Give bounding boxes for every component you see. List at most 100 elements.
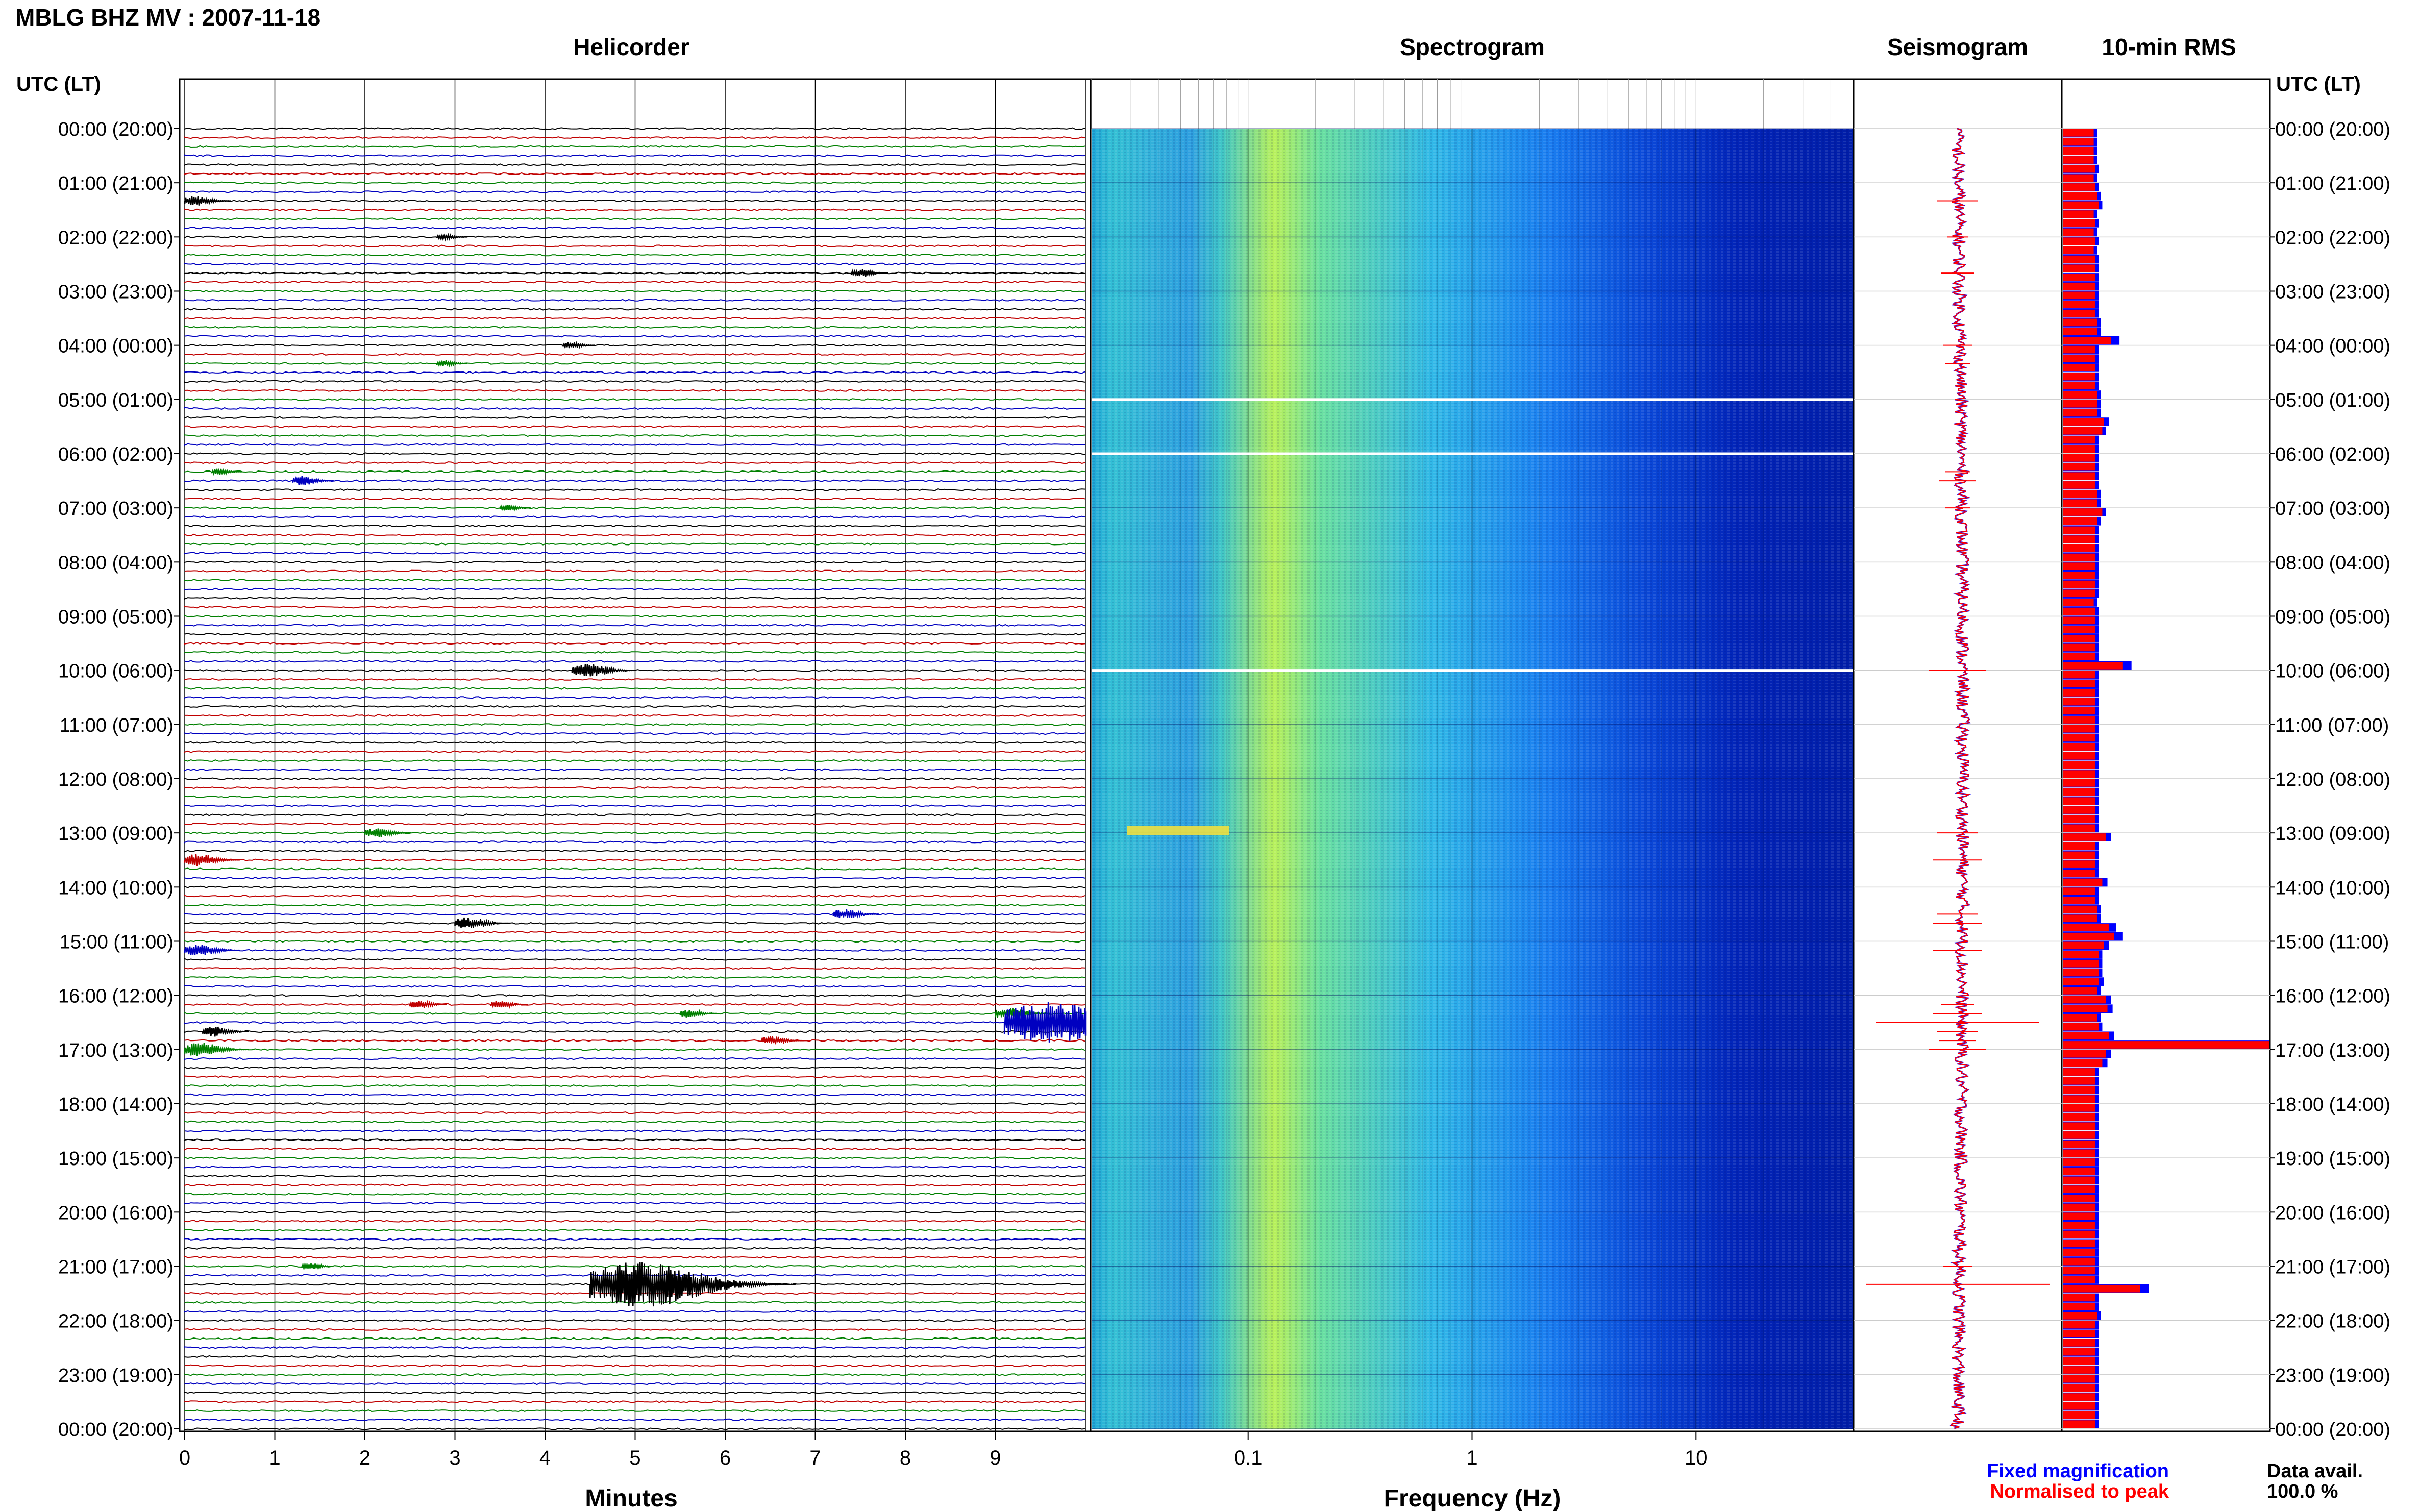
helicorder-trace xyxy=(184,633,1085,636)
rms-bar-normalised xyxy=(2063,364,2095,371)
rms-bar-normalised xyxy=(2063,914,2097,923)
rms-bar-normalised xyxy=(2063,851,2095,859)
helicorder-trace xyxy=(184,262,1085,266)
helicorder-trace xyxy=(184,1147,1085,1151)
helicorder-trace xyxy=(184,551,1085,555)
minutes-axis-label: Minutes xyxy=(585,1485,677,1512)
time-label-right: 23:00 (19:00) xyxy=(2275,1365,2390,1386)
rms-bar-normalised xyxy=(2063,878,2103,886)
rms-bar-normalised xyxy=(2063,743,2095,751)
rms-bar-normalised xyxy=(2063,1194,2095,1202)
rms-bar-normalised xyxy=(2063,580,2095,588)
rms-bar-normalised xyxy=(2063,761,2095,769)
rms-bar-normalised xyxy=(2063,255,2095,263)
rms-bar-normalised xyxy=(2063,1249,2095,1256)
helicorder-trace xyxy=(184,831,1085,834)
helicorder-trace xyxy=(184,939,1085,943)
helicorder-trace xyxy=(184,145,1085,148)
helicorder-trace xyxy=(184,344,1085,347)
time-label-right: 02:00 (22:00) xyxy=(2275,227,2390,249)
time-label-left: 20:00 (16:00) xyxy=(58,1202,174,1224)
minute-tick-label: 5 xyxy=(629,1447,640,1469)
helicorder-event xyxy=(184,1043,250,1056)
rms-bar-normalised xyxy=(2063,941,2104,950)
rms-bar-normalised xyxy=(2063,1393,2095,1401)
helicorder-trace xyxy=(184,985,1085,988)
rms-bar-normalised xyxy=(2063,1212,2095,1221)
helicorder-trace xyxy=(184,1364,1085,1367)
rms-bar-normalised xyxy=(2063,409,2097,417)
rms-bar-normalised xyxy=(2063,544,2095,552)
helicorder-trace xyxy=(184,154,1085,157)
rms-bar-normalised xyxy=(2063,824,2095,832)
rms-bar-normalised xyxy=(2063,887,2095,896)
helicorder-trace xyxy=(184,1418,1085,1421)
helicorder-event xyxy=(850,268,888,277)
rms-bar-normalised xyxy=(2063,499,2097,507)
helicorder-event xyxy=(436,232,468,242)
helicorder-trace xyxy=(184,362,1085,365)
minute-tick-label: 1 xyxy=(269,1447,280,1469)
freq-tick-label: 0.1 xyxy=(1234,1447,1263,1469)
helicorder-trace xyxy=(184,813,1085,816)
helicorder-trace xyxy=(184,958,1085,961)
time-label-left: 01:00 (21:00) xyxy=(58,173,174,194)
rms-bar-normalised xyxy=(2063,201,2099,209)
time-label-left: 10:00 (06:00) xyxy=(58,661,174,682)
helicorder-event xyxy=(760,1036,802,1045)
helicorder-trace xyxy=(184,994,1085,997)
helicorder-trace xyxy=(184,867,1085,871)
helicorder-trace xyxy=(184,497,1085,501)
helicorder-trace xyxy=(184,1021,1085,1024)
helicorder-trace xyxy=(184,1057,1085,1060)
helicorder-event xyxy=(499,504,531,512)
helicorder-trace xyxy=(184,235,1085,239)
rms-bar-normalised xyxy=(2063,1284,2140,1293)
time-label-right: 08:00 (04:00) xyxy=(2275,552,2390,574)
time-label-left: 19:00 (15:00) xyxy=(58,1148,174,1170)
time-label-right: 11:00 (07:00) xyxy=(2275,715,2389,736)
helicorder-trace xyxy=(184,163,1085,166)
helicorder-trace xyxy=(184,1174,1085,1178)
rms-bar-normalised xyxy=(2063,1420,2095,1428)
helicorder-event xyxy=(571,664,637,677)
helicorder-event xyxy=(184,945,240,955)
time-label-right: 00:00 (20:00) xyxy=(2275,119,2390,140)
helicorder-trace xyxy=(184,678,1085,681)
helicorder-trace xyxy=(184,1391,1085,1394)
freq-tick-label: 1 xyxy=(1466,1447,1477,1469)
rms-bar-normalised xyxy=(2063,454,2095,462)
time-label-left: 09:00 (05:00) xyxy=(58,607,174,628)
rms-bar-normalised xyxy=(2063,1230,2095,1238)
rms-bar-normalised xyxy=(2063,165,2095,173)
helicorder-trace xyxy=(184,786,1085,789)
rms-bar-normalised xyxy=(2063,1095,2095,1103)
helicorder-trace xyxy=(184,840,1085,844)
rms-bar-normalised xyxy=(2063,183,2095,191)
helicorder-trace xyxy=(184,1048,1085,1051)
helicorder-trace xyxy=(184,904,1085,907)
helicorder-trace xyxy=(184,1183,1085,1186)
helicorder-trace xyxy=(184,136,1085,139)
time-label-left: 08:00 (04:00) xyxy=(58,552,174,574)
helicorder-trace xyxy=(184,1400,1085,1403)
helicorder-trace xyxy=(184,1093,1085,1096)
helicorder-trace xyxy=(184,912,1085,916)
rms-bar-normalised xyxy=(2063,1041,2269,1049)
time-label-right: 10:00 (06:00) xyxy=(2275,661,2390,682)
helicorder-trace xyxy=(184,768,1085,772)
rms-bar-normalised xyxy=(2063,1276,2095,1283)
helicorder-trace xyxy=(184,822,1085,826)
helicorder-event xyxy=(211,467,242,477)
helicorder-trace xyxy=(184,416,1085,419)
rms-bar-normalised xyxy=(2063,418,2104,426)
rms-bar-normalised xyxy=(2063,282,2095,290)
time-label-left: 00:00 (20:00) xyxy=(58,119,174,140)
helicorder-trace xyxy=(184,515,1085,518)
helicorder-trace xyxy=(184,587,1085,591)
helicorder-event xyxy=(409,1000,447,1008)
rms-bar-normalised xyxy=(2063,1032,2109,1040)
helicorder-event xyxy=(436,359,468,368)
rms-bar-normalised xyxy=(2063,1149,2095,1157)
rms-bar-normalised xyxy=(2063,1402,2095,1410)
